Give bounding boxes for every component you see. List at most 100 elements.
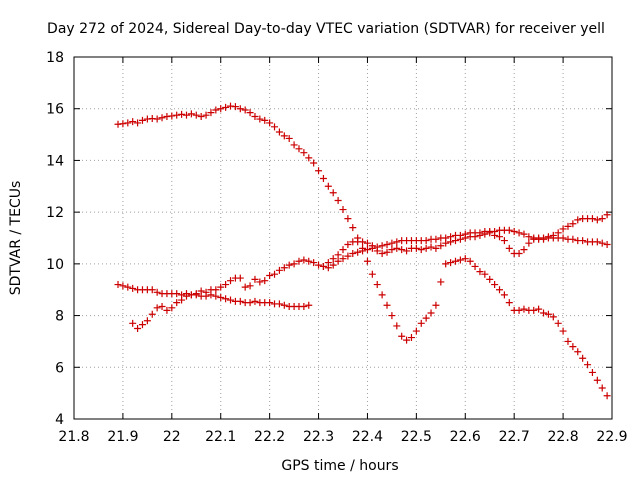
data-point (530, 307, 537, 314)
data-point (594, 216, 601, 223)
data-point (188, 110, 195, 117)
data-point (393, 238, 400, 245)
y-tick-label: 14 (46, 153, 64, 169)
data-point (589, 369, 596, 376)
data-point (491, 281, 498, 288)
data-point (237, 298, 244, 305)
x-tick-label: 21.8 (58, 429, 89, 445)
data-point (393, 322, 400, 329)
data-point (604, 241, 611, 248)
data-point (516, 307, 523, 314)
data-point (418, 320, 425, 327)
data-point (124, 119, 131, 126)
data-point (520, 246, 527, 253)
data-point (247, 299, 254, 306)
y-tick-label: 10 (46, 257, 64, 273)
data-point (261, 277, 268, 284)
data-point (428, 309, 435, 316)
data-point (398, 246, 405, 253)
data-point (237, 275, 244, 282)
data-point (374, 281, 381, 288)
data-point (251, 298, 258, 305)
data-point (496, 233, 503, 240)
x-tick-label: 22.4 (352, 429, 383, 445)
x-tick-label: 22.5 (401, 429, 432, 445)
data-point (364, 246, 371, 253)
y-tick-label: 4 (55, 412, 64, 428)
data-point (413, 328, 420, 335)
data-point (139, 321, 146, 328)
x-tick-label: 22.2 (254, 429, 285, 445)
y-tick-label: 18 (46, 50, 64, 66)
y-tick-label: 8 (55, 309, 64, 325)
data-point (589, 215, 596, 222)
data-point (266, 272, 273, 279)
data-point (384, 302, 391, 309)
data-point (154, 116, 161, 123)
y-tick-label: 16 (46, 102, 64, 118)
data-point (281, 302, 288, 309)
data-point (442, 260, 449, 267)
data-point (560, 235, 567, 242)
data-point (594, 238, 601, 245)
data-point (271, 271, 278, 278)
data-point (119, 120, 126, 127)
data-point (222, 295, 229, 302)
data-point (594, 377, 601, 384)
data-point (198, 113, 205, 120)
data-point (442, 235, 449, 242)
data-point (398, 333, 405, 340)
data-point (364, 258, 371, 265)
data-point (520, 306, 527, 313)
data-point (310, 160, 317, 167)
data-point (428, 244, 435, 251)
data-point (569, 236, 576, 243)
data-point (291, 141, 298, 148)
data-point (525, 240, 532, 247)
x-axis-label: GPS time / hours (281, 458, 398, 474)
y-tick-label: 12 (46, 205, 64, 221)
data-point (599, 240, 606, 247)
data-point (501, 291, 508, 298)
data-point (437, 278, 444, 285)
data-point (276, 128, 283, 135)
data-point (354, 249, 361, 256)
data-point (418, 246, 425, 253)
data-point (168, 112, 175, 119)
data-point (432, 302, 439, 309)
axis-ticks: 21.8 21.9 22 22.1 22.2 22.3 22.4 22.5 22.6 22.7 22… (46, 50, 627, 445)
data-point (564, 338, 571, 345)
data-point (325, 183, 332, 190)
y-axis-label: SDTVAR / TECUs (8, 181, 24, 296)
data-point (379, 291, 386, 298)
data-point (491, 228, 498, 235)
data-point (447, 233, 454, 240)
data-point (555, 320, 562, 327)
data-point (393, 245, 400, 252)
data-point (506, 299, 513, 306)
chart-title: Day 272 of 2024, Sidereal Day-to-day VTE… (47, 21, 605, 37)
data-point (300, 149, 307, 156)
data-point (369, 271, 376, 278)
data-point (178, 111, 185, 118)
data-point (379, 242, 386, 249)
x-tick-label: 22.6 (450, 429, 481, 445)
data-point (516, 229, 523, 236)
data-point (384, 241, 391, 248)
data-point (340, 246, 347, 253)
x-tick-label: 22.7 (499, 429, 530, 445)
data-point (560, 328, 567, 335)
sdtvar-chart: Day 272 of 2024, Sidereal Day-to-day VTE… (0, 0, 640, 480)
data-point (349, 224, 356, 231)
data-point (604, 392, 611, 399)
data-point (300, 303, 307, 310)
series-track-b (115, 281, 313, 310)
data-point (154, 304, 161, 311)
data-point (340, 206, 347, 213)
data-point (374, 244, 381, 251)
data-point (457, 256, 464, 263)
data-point (212, 293, 219, 300)
data-point (217, 105, 224, 112)
y-tick-label: 6 (55, 360, 64, 376)
x-tick-label: 22.9 (596, 429, 627, 445)
